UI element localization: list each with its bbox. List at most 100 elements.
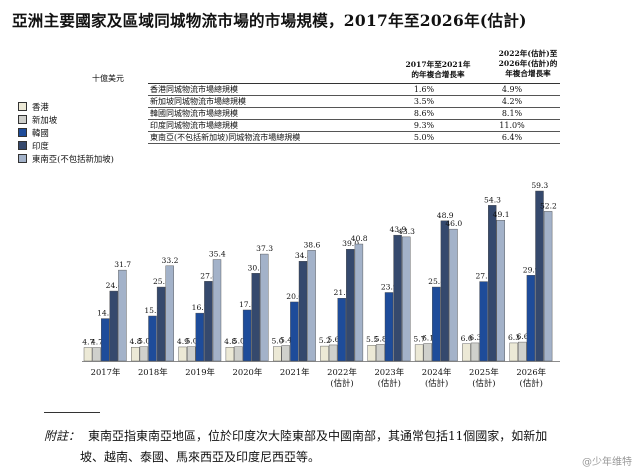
watermark: @少年维特: [582, 457, 632, 468]
legend-swatch: [18, 141, 27, 150]
legend-label: 東南亞(不包括新加坡): [32, 153, 114, 164]
bar: [165, 265, 174, 362]
data-label: 49.1: [493, 210, 510, 219]
bar: [118, 269, 127, 362]
data-label: 46.0: [445, 219, 462, 228]
x-tick-label: 2024年: [422, 367, 452, 377]
data-label: 25.8: [153, 277, 170, 286]
data-label: 5.0: [185, 337, 197, 346]
cagr-cell-label: 東南亞(不包括新加坡)同城物流市場總規模: [148, 131, 384, 144]
cagr-table: 香港同城物流市場總規模 1.6% 4.9% 新加坡同城物流市場總規模 3.5% 4.2% 韓…: [148, 83, 560, 144]
data-label: 6.6: [517, 332, 529, 341]
legend-swatch: [18, 154, 27, 163]
data-label: 24.4: [106, 281, 123, 290]
x-tick-label: (估計): [425, 378, 448, 388]
legend-item: 新加坡: [18, 113, 114, 126]
chart-legend: 香港 新加坡 韓國 印度 東南亞(不包括新加坡): [18, 100, 114, 165]
bar: [496, 220, 505, 362]
data-label: 37.3: [256, 244, 273, 253]
data-label: 5.8: [375, 334, 387, 343]
bar: [432, 286, 441, 362]
bar: [281, 345, 290, 362]
bar: [298, 261, 308, 362]
data-label: 31.7: [114, 260, 131, 269]
cagr-header-text: 2017年至2021年 的年複合增長率: [405, 60, 471, 79]
x-tick-label: 2025年: [469, 367, 499, 377]
legend-swatch: [18, 115, 27, 124]
cagr-row: 新加坡同城物流市場總規模 3.5% 4.2%: [148, 95, 560, 108]
bar: [290, 301, 299, 362]
data-label: 14.8: [97, 309, 114, 318]
bar: [393, 234, 402, 362]
data-label: 27.7: [475, 272, 492, 281]
bar: [414, 344, 424, 362]
data-label: 5.2: [319, 336, 331, 345]
data-label: 5.5: [366, 335, 378, 344]
cagr-table-body: 香港同城物流市場總規模 1.6% 4.9% 新加坡同城物流市場總規模 3.5% 4.2% 韓…: [148, 83, 560, 144]
bar: [83, 347, 93, 362]
cagr-cell-v1: 9.3%: [384, 119, 464, 132]
data-label: 5.7: [413, 335, 425, 344]
cagr-cell-v2: 8.1%: [464, 107, 560, 120]
bar: [470, 342, 480, 362]
footnote: 附註： 東南亞指東南亞地區，位於印度次大陸東部及中國南部，其通常包括11個國家，如…: [44, 426, 634, 468]
legend-item: 印度: [18, 139, 114, 152]
data-label: 6.3: [508, 333, 520, 342]
data-label: 16.7: [192, 303, 209, 312]
legend-swatch: [18, 102, 27, 111]
bar: [402, 236, 411, 362]
x-tick-label: 2017年: [91, 367, 121, 377]
x-tick-label: (估計): [520, 378, 543, 388]
cagr-cell-v1: 1.6%: [384, 83, 464, 96]
bar: [367, 345, 376, 362]
data-label: 43.9: [389, 225, 406, 234]
bar: [131, 347, 140, 362]
cagr-cell-v2: 6.4%: [464, 131, 560, 144]
bar: [225, 347, 235, 362]
cagr-row: 韓國同城物流市場總規模 8.6% 8.1%: [148, 107, 560, 120]
x-tick-label: 2021年: [280, 367, 310, 377]
data-label: 4.8: [224, 337, 236, 346]
cagr-cell-v1: 3.5%: [384, 95, 464, 108]
footnote-divider: [44, 412, 100, 413]
data-label: 5.0: [271, 337, 283, 346]
data-label: 5.6: [327, 335, 339, 344]
data-label: 23.9: [381, 282, 398, 291]
cagr-header-text: 2022年(估計)至 2026年(估計)的 年複合增長率: [498, 49, 558, 78]
data-label: 5.0: [138, 337, 150, 346]
unit-label: 十億美元: [92, 74, 124, 83]
data-label: 59.3: [531, 181, 548, 190]
bar: [204, 281, 213, 362]
bar: [376, 344, 385, 362]
bar: [242, 309, 252, 362]
bar: [307, 250, 316, 362]
bar: [535, 190, 544, 362]
bar: [518, 341, 527, 362]
page-title: 亞洲主要國家及區域同城物流市場的市場規模，2017年至2026年(估計): [12, 11, 527, 30]
bar: [328, 344, 338, 362]
bar: [273, 346, 282, 362]
cagr-row: 印度同城物流市場總規模 9.3% 11.0%: [148, 119, 560, 132]
bar: [509, 342, 518, 362]
bar: [234, 346, 243, 362]
data-label: 15.7: [144, 306, 161, 315]
data-label: 21.9: [334, 288, 351, 297]
bar: [178, 346, 187, 362]
bar: [526, 275, 536, 362]
data-label: 5.4: [280, 336, 292, 345]
data-label: 4.7: [91, 338, 103, 347]
legend-swatch: [18, 128, 27, 137]
data-label: 29.9: [523, 265, 540, 274]
data-label: 40.8: [351, 234, 368, 243]
bar: [186, 346, 196, 362]
x-tick-label: 2022年: [327, 367, 357, 377]
data-label: 33.2: [162, 256, 179, 265]
cagr-header-2022-2026: 2022年(估計)至 2026年(估計)的 年複合增長率: [480, 49, 576, 79]
bar: [488, 205, 497, 362]
bar: [449, 228, 458, 362]
bar: [109, 290, 119, 362]
footnote-lead: 附註：: [44, 429, 81, 443]
data-label: 48.9: [437, 211, 454, 220]
x-tick-label: (估計): [378, 378, 401, 388]
bar: [384, 292, 394, 362]
